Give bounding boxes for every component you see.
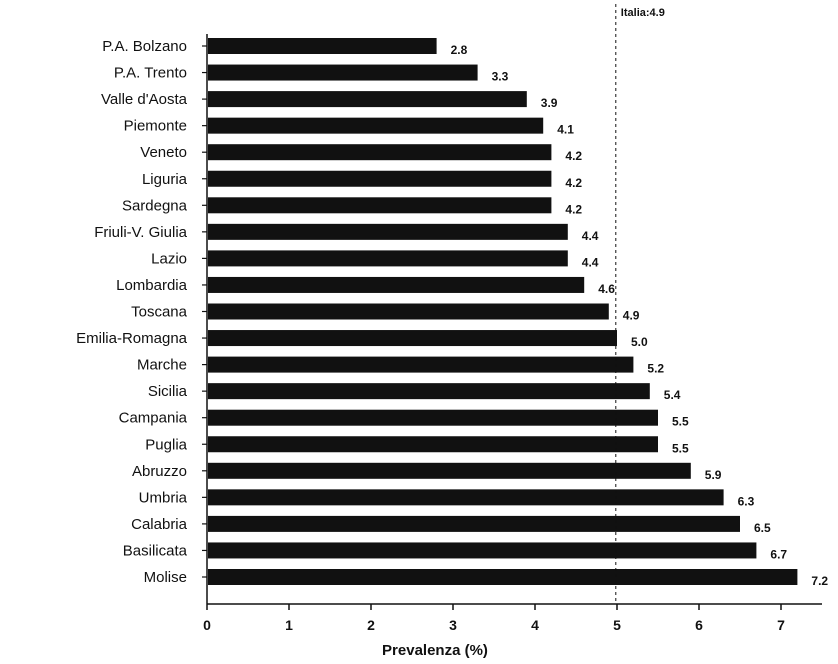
- category-label: Umbria: [139, 489, 188, 506]
- bar: [208, 436, 658, 453]
- category-label: Basilicata: [123, 542, 188, 559]
- bar: [208, 542, 757, 559]
- bars: [208, 38, 798, 585]
- x-tick-label: 3: [449, 617, 457, 633]
- category-label: Lazio: [151, 250, 187, 267]
- bar: [208, 64, 478, 81]
- value-label: 6.5: [754, 521, 771, 535]
- bar: [208, 170, 552, 187]
- category-label: Sardegna: [122, 197, 188, 214]
- category-label: Puglia: [145, 436, 187, 453]
- axes: 0 1 2 3 4 5 6 7: [202, 34, 822, 633]
- bar: [208, 383, 650, 400]
- category-label: Molise: [144, 569, 187, 586]
- bar: [208, 330, 617, 347]
- value-label: 4.2: [565, 202, 582, 216]
- bar: [208, 38, 437, 54]
- bar: [208, 197, 552, 214]
- category-label: Calabria: [131, 516, 188, 533]
- x-tick-label: 1: [285, 617, 293, 633]
- value-label: 7.2: [811, 574, 828, 588]
- bar: [208, 569, 798, 585]
- value-labels: 2.83.33.94.14.24.24.24.44.44.64.95.05.25…: [451, 43, 829, 588]
- value-label: 2.8: [451, 43, 468, 57]
- category-label: Valle d'Aosta: [101, 91, 188, 108]
- value-label: 5.0: [631, 335, 648, 349]
- bar: [208, 276, 585, 293]
- x-tick-label: 7: [777, 617, 785, 633]
- value-label: 5.5: [672, 415, 689, 429]
- value-label: 4.9: [623, 309, 640, 323]
- value-label: 4.2: [565, 149, 582, 163]
- bar: [208, 91, 527, 108]
- category-label: Piemonte: [124, 118, 187, 135]
- x-tick-label: 4: [531, 617, 539, 633]
- category-label: Abruzzo: [132, 463, 187, 480]
- bar: [208, 303, 609, 320]
- x-tick-label: 2: [367, 617, 375, 633]
- bar: [208, 462, 691, 479]
- category-label: Veneto: [140, 144, 187, 161]
- category-label: P.A. Bolzano: [102, 38, 187, 55]
- value-label: 3.3: [492, 70, 509, 84]
- value-label: 6.7: [770, 547, 787, 561]
- value-label: 5.9: [705, 468, 722, 482]
- value-label: 5.2: [647, 362, 664, 376]
- reference-label: Italia:4.9: [621, 7, 665, 19]
- value-label: 4.1: [557, 123, 574, 137]
- value-label: 4.4: [582, 255, 599, 269]
- x-tick-label: 6: [695, 617, 703, 633]
- x-tick-label: 0: [203, 617, 211, 633]
- category-label: Lombardia: [116, 277, 188, 294]
- x-tick-label: 5: [613, 617, 621, 633]
- value-label: 6.3: [738, 494, 755, 508]
- bar: [208, 117, 544, 134]
- bar: [208, 356, 634, 373]
- category-label: Emilia-Romagna: [76, 330, 188, 347]
- value-label: 5.4: [664, 388, 681, 402]
- reference-line-group: Italia:4.9: [615, 4, 665, 604]
- x-axis-label: Prevalenza (%): [382, 642, 488, 659]
- bar: [208, 250, 568, 267]
- category-label: Marche: [137, 357, 187, 374]
- bar: [208, 489, 724, 506]
- category-label: Toscana: [131, 304, 188, 321]
- value-label: 4.2: [565, 176, 582, 190]
- category-labels: P.A. Bolzano P.A. Trento Valle d'Aosta Piem…: [76, 38, 188, 586]
- category-label: Friuli-V. Giulia: [94, 224, 187, 241]
- bar: [208, 144, 552, 161]
- category-label: P.A. Trento: [114, 65, 187, 82]
- bar: [208, 223, 568, 240]
- bar: [208, 515, 740, 532]
- category-label: Sicilia: [148, 383, 188, 400]
- value-label: 3.9: [541, 96, 558, 110]
- category-label: Liguria: [142, 171, 188, 188]
- value-label: 4.6: [598, 282, 615, 296]
- value-label: 5.5: [672, 441, 689, 455]
- bar: [208, 409, 658, 426]
- value-label: 4.4: [582, 229, 599, 243]
- category-label: Campania: [119, 410, 188, 427]
